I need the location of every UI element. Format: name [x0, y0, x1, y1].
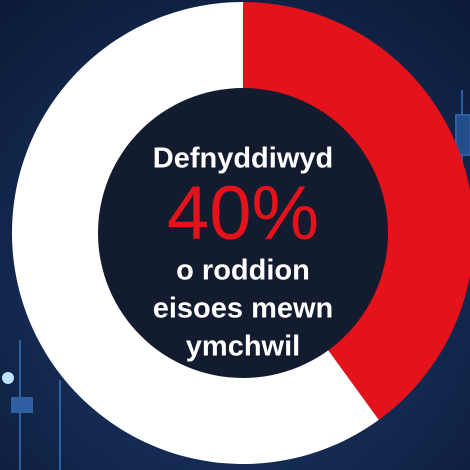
text-above: Defnyddiwyd: [153, 143, 333, 175]
text-below: ymchwil: [186, 331, 300, 363]
glow: [2, 372, 14, 384]
text-below: o roddion: [176, 255, 310, 287]
chart: Defnyddiwyd 40% o roddion eisoes mewn ym…: [0, 0, 470, 470]
value-label: 40%: [167, 171, 319, 256]
text-below: eisoes mewn: [153, 293, 334, 325]
